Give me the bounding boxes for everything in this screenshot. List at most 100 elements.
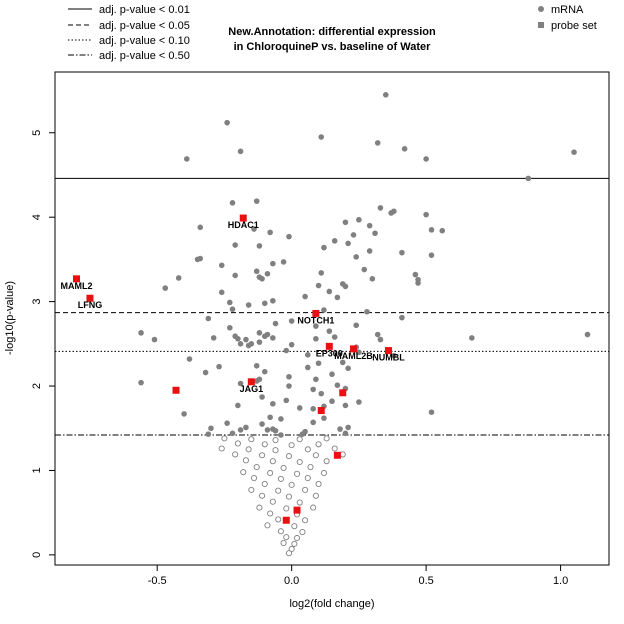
mrna-point (353, 254, 360, 260)
probe-set-marker (282, 516, 290, 524)
y-axis-title: -log10(p-value) (4, 281, 16, 355)
open-point (293, 534, 301, 542)
mrna-point (584, 331, 591, 338)
probe-set-marker (86, 294, 94, 302)
mrna-point (253, 362, 260, 369)
mrna-point (259, 276, 265, 282)
mrna-point (353, 322, 360, 329)
mrna-point (356, 399, 362, 405)
open-point (267, 510, 274, 517)
mrna-point (415, 280, 421, 286)
probe-set-marker (73, 275, 81, 283)
mrna-point (356, 349, 362, 356)
mrna-point (259, 421, 265, 427)
mrna-point (321, 415, 327, 421)
probe-set-marker (350, 345, 358, 353)
probe-set-marker (384, 347, 392, 355)
mrna-point (235, 402, 241, 409)
mrna-point (264, 427, 271, 433)
open-point (288, 545, 295, 553)
mrna-point (278, 416, 284, 422)
mrna-point (186, 356, 193, 362)
mrna-point (374, 331, 381, 338)
open-point (240, 469, 247, 476)
mrna-point (337, 426, 343, 432)
mrna-point (261, 300, 268, 307)
mrna-point (412, 271, 419, 278)
mrna-point (270, 400, 276, 407)
significant-point (571, 149, 577, 155)
mrna-point (288, 341, 295, 348)
mrna-point (304, 364, 311, 371)
mrna-point (218, 262, 225, 269)
mrna-point (270, 297, 276, 304)
probe-set-marker (317, 407, 325, 415)
open-point (339, 451, 346, 458)
mrna-point (197, 224, 204, 231)
mrna-point (321, 307, 327, 313)
mrna-point (313, 335, 319, 342)
legend-mrna-marker (538, 6, 544, 12)
open-point (264, 522, 271, 529)
mrna-point (267, 414, 273, 421)
mrna-point (399, 314, 405, 321)
probe-set-marker (172, 386, 180, 394)
open-point (245, 446, 252, 453)
mrna-point (331, 238, 338, 244)
mrna-point (243, 424, 249, 431)
open-point (250, 474, 258, 482)
mrna-point (388, 210, 394, 216)
mrna-point (377, 205, 384, 211)
significant-point (183, 156, 190, 162)
mrna-point (264, 270, 271, 277)
open-point (269, 458, 276, 465)
open-point (296, 436, 303, 443)
gene-label: HDAC1 (228, 220, 259, 230)
mrna-point (202, 369, 209, 376)
open-point (275, 487, 282, 494)
open-point (234, 440, 241, 447)
mrna-point (278, 432, 284, 438)
mrna-point (399, 249, 405, 256)
significant-point (382, 91, 389, 98)
x-tick-label: 0.0 (284, 575, 299, 587)
mrna-point (208, 425, 214, 432)
x-tick-label: 1.0 (553, 575, 568, 587)
y-axis: 0 1 2 3 4 5 (31, 130, 55, 558)
probe-set-marker (339, 389, 347, 397)
mrna-point (286, 383, 292, 389)
significant-point (401, 146, 408, 152)
probe-set-marker (325, 342, 333, 350)
mrna-point (270, 335, 276, 341)
open-point (293, 470, 301, 477)
y-tick-label: 4 (31, 214, 43, 220)
open-point (269, 498, 276, 505)
plot-frame (54, 71, 610, 566)
mrna-point (138, 330, 144, 336)
significant-point (423, 156, 429, 162)
mrna-point (342, 402, 349, 409)
mrna-point (313, 323, 319, 329)
legend-label-p050: adj. p-value < 0.50 (99, 50, 190, 62)
significant-point (525, 175, 532, 182)
mrna-point (253, 268, 260, 275)
mrna-point (304, 351, 311, 358)
point-legend: mRNA probe set (538, 4, 597, 32)
mrna-point (235, 335, 241, 342)
highlighted-probe-sets (73, 214, 392, 524)
mrna-point (288, 318, 295, 324)
mrna-point (318, 270, 325, 276)
gene-label: MAML2B (334, 351, 373, 361)
mrna-point (366, 222, 373, 229)
open-point (302, 517, 309, 524)
gene-label: LFNG (78, 300, 103, 310)
open-point (296, 499, 303, 506)
open-point (291, 540, 298, 547)
mrna-point (181, 411, 187, 417)
open-point (323, 458, 330, 465)
y-tick-label: 2 (31, 383, 43, 389)
mrna-point (321, 244, 327, 251)
mrna-point (342, 283, 349, 290)
mrna-point (310, 386, 316, 393)
